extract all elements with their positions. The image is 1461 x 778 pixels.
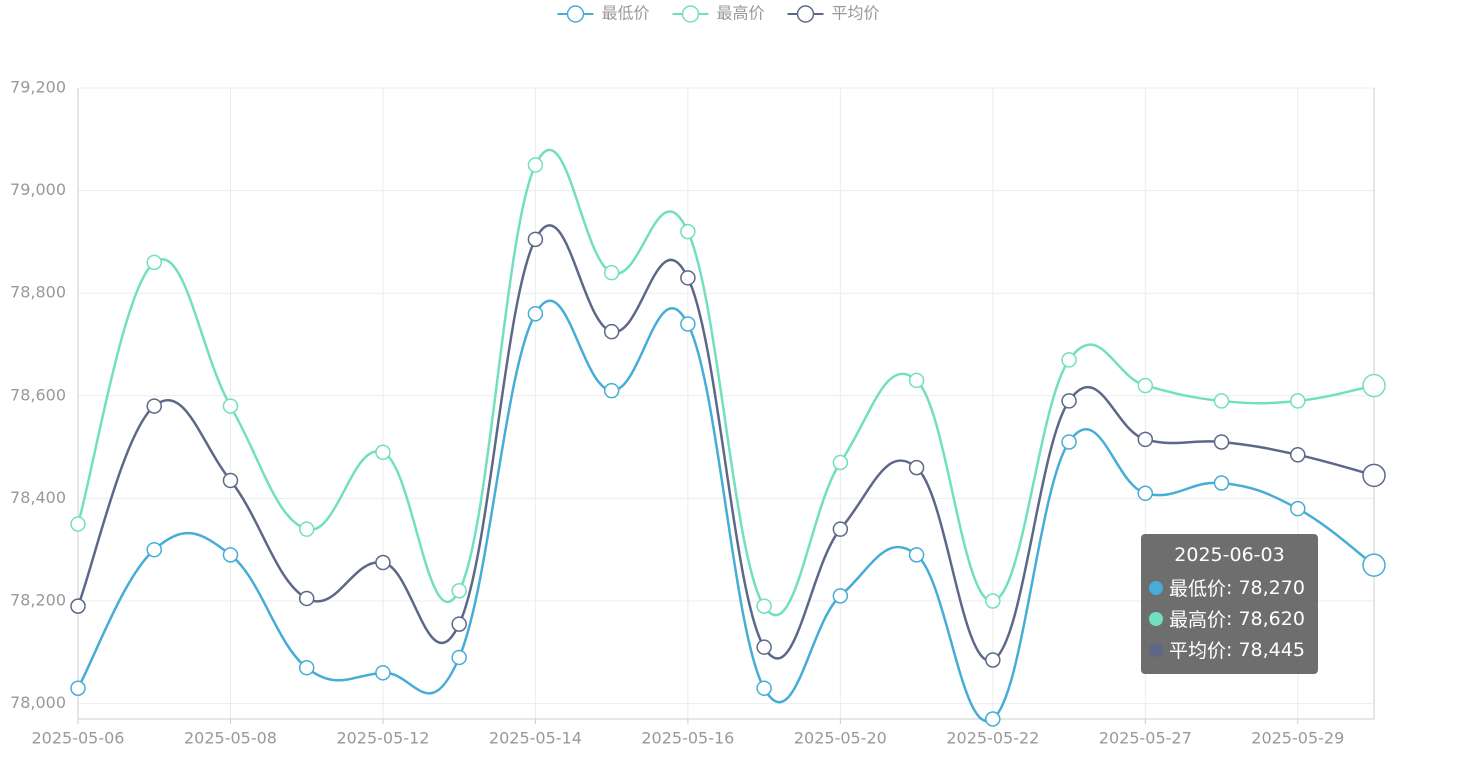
point — [375, 665, 391, 681]
legend-icon — [566, 5, 585, 23]
y-tick-label: 78,800 — [10, 283, 66, 302]
tooltip-row: 最低价: 78,270 — [1149, 572, 1318, 603]
point — [1362, 463, 1386, 488]
point — [70, 680, 86, 696]
x-tick-label: 2025-05-16 — [641, 729, 734, 748]
point — [1213, 393, 1230, 409]
point — [70, 598, 86, 614]
point — [1061, 393, 1077, 409]
y-tick-label: 79,000 — [10, 180, 66, 199]
x-tick-label: 2025-05-12 — [336, 729, 429, 748]
tooltip-name: 最高价 — [1169, 609, 1227, 631]
legend-icon — [796, 5, 815, 23]
point — [1137, 377, 1154, 394]
point — [527, 305, 544, 322]
point — [832, 521, 849, 537]
point — [1061, 434, 1077, 450]
point — [1290, 500, 1306, 517]
point — [146, 254, 162, 271]
point — [527, 231, 544, 248]
point — [908, 547, 925, 563]
x-tick-label: 2025-05-06 — [32, 729, 125, 748]
point — [756, 639, 772, 655]
point — [527, 157, 544, 173]
point — [375, 444, 391, 460]
separator: : — [1226, 607, 1239, 630]
tooltip-name: 平均价 — [1169, 640, 1227, 662]
legend-icon — [681, 5, 700, 23]
x-tick-label: 2025-05-20 — [794, 729, 887, 748]
point — [222, 547, 239, 563]
point — [1362, 373, 1386, 398]
point — [451, 582, 467, 599]
tooltip-row: 最高价: 78,620 — [1149, 603, 1318, 634]
x-tick-label: 2025-05-27 — [1099, 729, 1192, 748]
tooltip: 2025-06-03 最低价: 78,270 最高价: 78,620 平均价: 78… — [1141, 534, 1318, 674]
point — [222, 398, 239, 414]
point — [1213, 434, 1230, 450]
x-tick-label: 2025-05-14 — [489, 729, 582, 748]
point — [756, 680, 772, 696]
x-tick-label: 2025-05-29 — [1251, 729, 1344, 748]
y-tick-label: 78,200 — [10, 591, 66, 610]
legend-label: 最低价 — [602, 4, 650, 23]
x-tick-label: 2025-05-22 — [946, 729, 1039, 748]
point — [298, 521, 315, 537]
point — [985, 652, 1001, 668]
point — [908, 459, 925, 476]
y-tick-label: 78,400 — [10, 488, 66, 507]
tooltip-value: 78,270 — [1238, 576, 1305, 599]
point — [146, 398, 162, 414]
tooltip-value: 78,445 — [1238, 638, 1305, 661]
tooltip-value: 78,620 — [1238, 607, 1305, 630]
tooltip-name: 最低价 — [1169, 578, 1227, 600]
tooltip-dot — [1149, 580, 1163, 595]
tooltip-dot — [1149, 611, 1163, 626]
point — [832, 588, 849, 604]
point — [1137, 431, 1154, 448]
point — [756, 598, 772, 614]
point — [298, 590, 315, 607]
point — [298, 659, 315, 676]
point — [908, 372, 925, 389]
point — [146, 541, 162, 558]
separator: : — [1226, 638, 1239, 661]
point — [1137, 485, 1154, 502]
point — [1290, 393, 1306, 409]
x-tick-label: 2025-05-08 — [184, 729, 277, 748]
point — [680, 223, 696, 240]
point — [603, 264, 620, 281]
point — [680, 270, 696, 286]
separator: : — [1226, 576, 1239, 599]
point — [375, 554, 391, 571]
tooltip-row: 平均价: 78,445 — [1149, 634, 1318, 665]
point — [680, 316, 696, 332]
point — [1061, 352, 1077, 368]
point — [70, 516, 86, 532]
point — [222, 472, 239, 489]
point — [451, 649, 467, 666]
point — [985, 711, 1001, 727]
point — [1362, 553, 1386, 577]
point — [451, 616, 467, 632]
legend-label: 平均价 — [832, 4, 880, 23]
series-line — [76, 299, 1375, 723]
point — [603, 382, 620, 399]
tooltip-title: 2025-06-03 — [1174, 544, 1285, 566]
tooltip-dot — [1149, 642, 1163, 657]
y-tick-label: 78,000 — [10, 693, 66, 712]
point — [985, 593, 1001, 609]
legend-label: 最高价 — [717, 4, 765, 23]
point — [1213, 475, 1230, 491]
y-tick-label: 78,600 — [10, 385, 66, 404]
point — [832, 454, 849, 471]
point — [603, 323, 620, 340]
y-tick-label: 79,200 — [10, 78, 66, 97]
point — [1290, 447, 1306, 463]
